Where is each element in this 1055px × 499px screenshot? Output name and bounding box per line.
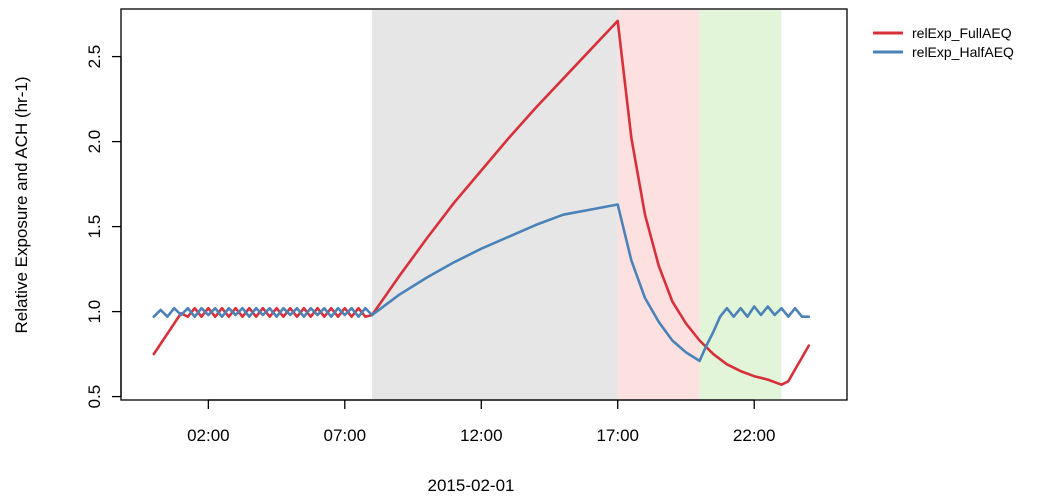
x-tick-label: 17:00	[596, 426, 639, 445]
legend-label-2: relExp_HalfAEQ	[912, 44, 1014, 60]
shaded-region-2	[617, 10, 700, 399]
x-axis: 02:00 07:00 12:00 17:00 22:00	[187, 399, 776, 445]
series-lines	[152, 19, 811, 387]
y-axis: 0.5 1.0 1.5 2.0 2.5	[85, 45, 122, 409]
x-tick-label: 12:00	[460, 426, 503, 445]
legend-label-1: relExp_FullAEQ	[912, 25, 1012, 41]
series-line-2	[152, 203, 811, 363]
y-tick-label: 1.5	[85, 215, 104, 239]
x-tick-label: 02:00	[187, 426, 230, 445]
y-tick-label: 1.0	[85, 300, 104, 324]
shaded-regions	[372, 10, 782, 399]
x-axis-label: 2015-02-01	[428, 476, 515, 495]
legend: relExp_FullAEQ relExp_HalfAEQ	[873, 25, 1014, 60]
y-tick-label: 2.5	[85, 45, 104, 69]
y-axis-label: Relative Exposure and ACH (hr-1)	[12, 76, 31, 333]
shaded-region-3	[699, 10, 782, 399]
x-tick-label: 22:00	[733, 426, 776, 445]
y-tick-label: 0.5	[85, 385, 104, 409]
shaded-region-1	[372, 10, 618, 399]
y-tick-label: 2.0	[85, 130, 104, 154]
x-tick-label: 07:00	[324, 426, 367, 445]
